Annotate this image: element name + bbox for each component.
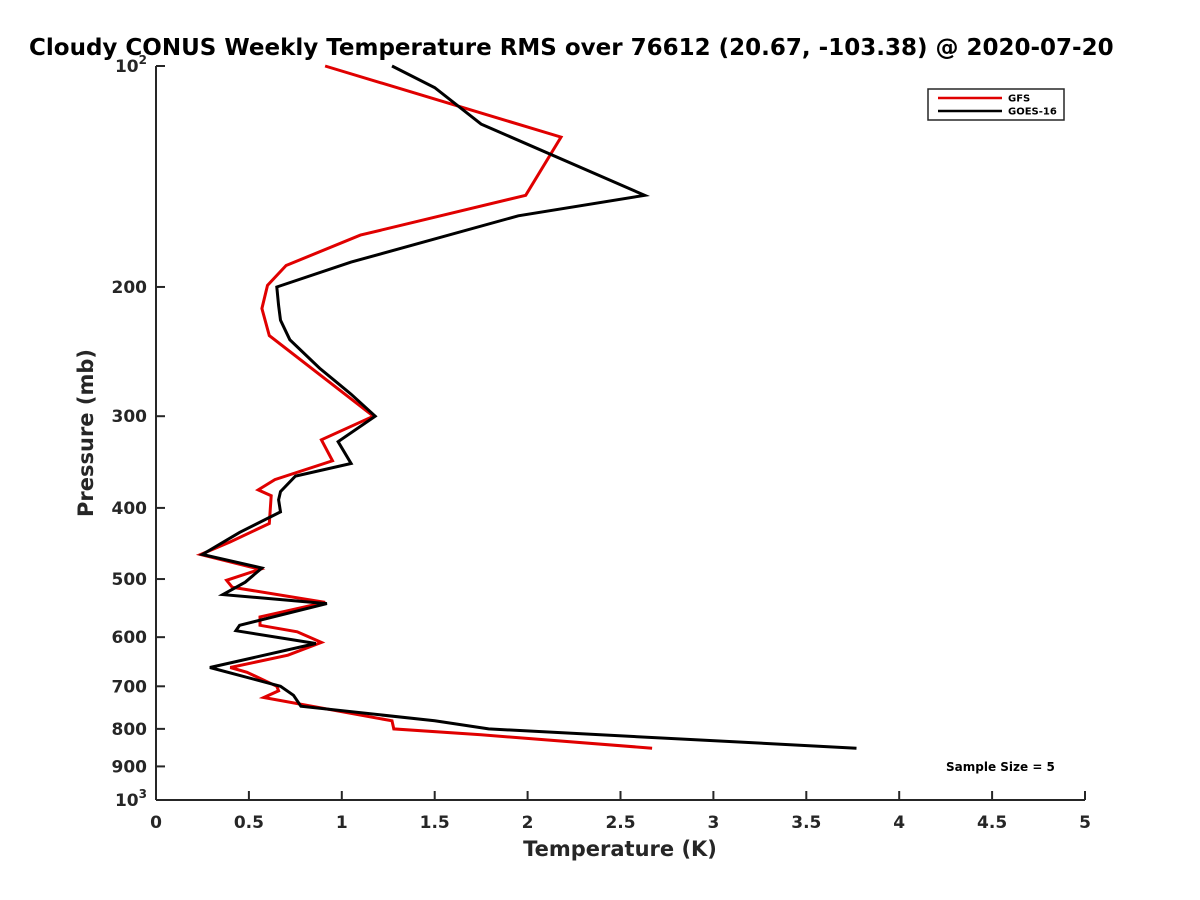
series-layer [195,64,857,750]
y-tick-label: 800 [112,720,148,740]
x-tick-label: 0 [150,813,162,833]
x-tick-label: 1 [336,813,348,833]
x-axis-label: Temperature (K) [523,837,717,861]
x-tick-label: 4.5 [977,813,1007,833]
x-tick-label: 2.5 [605,813,635,833]
y-tick-label: 102 [115,53,147,77]
x-tick-label: 1.5 [420,813,450,833]
x-tick-label: 3 [707,813,719,833]
y-tick-label: 900 [112,757,148,777]
y-tick-label: 400 [112,499,148,519]
legend-box [927,88,1065,121]
y-tick-label: 700 [112,677,148,697]
y-tick-label: 600 [112,628,148,648]
legend-label: GOES-16 [1008,107,1057,118]
y-tick-label: 200 [112,278,148,298]
legend-items: GFS GOES-16 [938,94,1057,118]
x-tick-label: 3.5 [791,813,821,833]
y-tick-label: 103 [115,787,147,811]
x-ticks: 0 0.5 1 1.5 2 2.5 3 3.5 4 4.5 5 [150,791,1091,833]
sample-size-annotation: Sample Size = 5 [946,760,1055,774]
y-axis-label: Pressure (mb) [74,349,98,517]
y-tick-label: 500 [112,570,148,590]
x-tick-label: 2 [522,813,534,833]
series-line-goes-16 [198,64,857,750]
x-tick-label: 0.5 [234,813,264,833]
chart-title: Cloudy CONUS Weekly Temperature RMS over… [29,35,1114,61]
legend-label: GFS [1008,94,1030,105]
x-tick-label: 4 [893,813,905,833]
legend: GFS GOES-16 [927,88,1065,121]
x-tick-label: 5 [1079,813,1091,833]
y-ticks: 102 200 300 400 500 600 700 800 900 103 [112,53,165,811]
y-tick-label: 300 [112,407,148,427]
